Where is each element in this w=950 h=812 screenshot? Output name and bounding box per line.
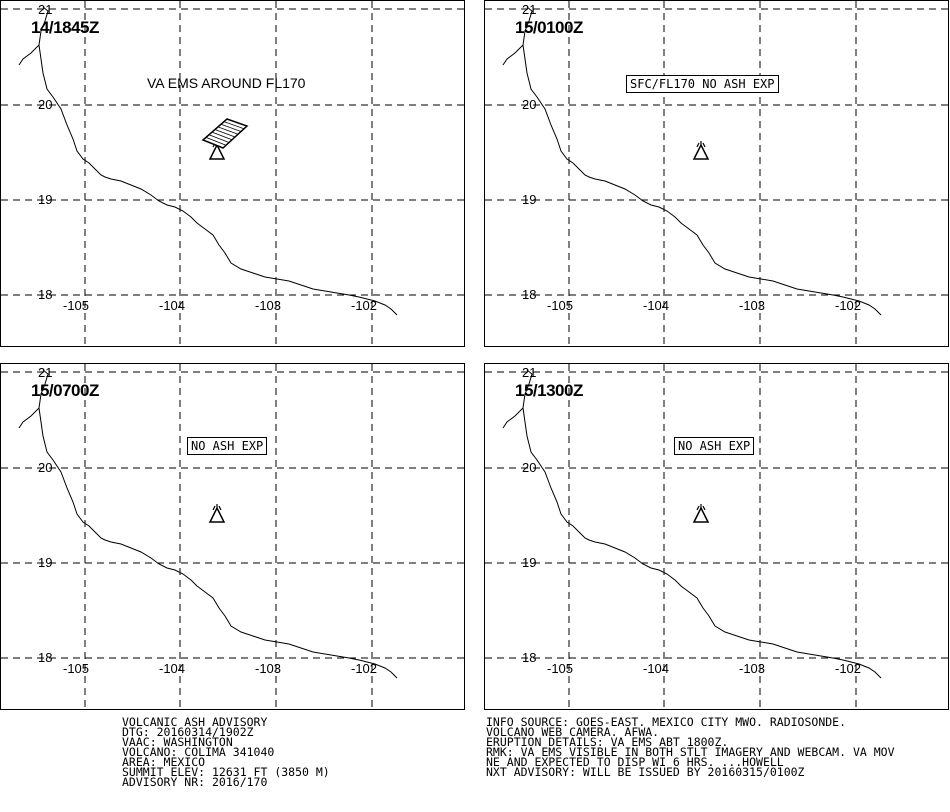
latitude-label: 21 xyxy=(522,2,537,17)
latitude-label: 21 xyxy=(522,365,537,380)
longitude-label: -102 xyxy=(351,298,378,313)
longitude-label: -105 xyxy=(63,298,90,313)
advisory-line: SUMMIT ELEV: 12631 FT (3850 M) xyxy=(122,765,330,779)
longitude-label: -105 xyxy=(547,298,574,313)
longitude-label: -103 xyxy=(739,298,766,313)
longitude-label: -103 xyxy=(255,298,282,313)
ash-cloud-polygon xyxy=(201,118,249,149)
advisory-line: VOLCANIC ASH ADVISORY xyxy=(122,715,268,729)
latitude-label: 19 xyxy=(38,555,53,570)
volcano-triangle-icon xyxy=(692,141,710,160)
advisory-line: VOLCANO: COLIMA 341040 xyxy=(122,745,275,759)
map-panel-3: 15/0700Z 21 20 19 18 -105 -104 -103 -102 NO ASH E… xyxy=(0,363,466,711)
longitude-label: -103 xyxy=(255,661,282,676)
latitude-label: 19 xyxy=(38,192,53,207)
latitude-label: 18 xyxy=(522,650,537,665)
longitude-label: -102 xyxy=(351,661,378,676)
longitude-label: -103 xyxy=(739,661,766,676)
volcano-triangle-icon xyxy=(208,504,226,523)
valid-time-label: 15/0100Z xyxy=(515,18,583,37)
latitude-label: 21 xyxy=(38,365,53,380)
latitude-label: 20 xyxy=(38,460,53,475)
advisory-line: AREA: MEXICO xyxy=(122,755,206,769)
latitude-label: 18 xyxy=(38,287,53,302)
latitude-label: 19 xyxy=(522,555,537,570)
advisory-left-block: VOLCANIC ASH ADVISORY DTG: 20160314/1902Z… xyxy=(122,715,330,789)
longitude-label: -104 xyxy=(643,298,670,313)
longitude-label: -105 xyxy=(547,661,574,676)
longitude-label: -104 xyxy=(643,661,670,676)
map-panel-4: 15/1300Z 21 20 19 18 -105 -104 -103 -102 NO ASH E… xyxy=(484,363,950,711)
advisory-line: DTG: 20160314/1902Z xyxy=(122,725,254,739)
longitude-label: -105 xyxy=(63,661,90,676)
latitude-label: 20 xyxy=(522,460,537,475)
latitude-label: 20 xyxy=(522,97,537,112)
volcano-triangle-icon xyxy=(692,504,710,523)
latitude-label: 19 xyxy=(522,192,537,207)
longitude-label: -104 xyxy=(159,298,186,313)
forecast-note: NO ASH EXP xyxy=(187,437,268,455)
valid-time-label: 14/1845Z xyxy=(31,18,99,37)
advisory-line: RMK: VA EMS VISIBLE IN BOTH STLT IMAGERY… xyxy=(486,745,895,759)
advisory-line: ERUPTION DETAILS: VA EMS ABT 1800Z. xyxy=(486,735,729,749)
longitude-label: -102 xyxy=(835,661,862,676)
map-panel-1: 14/1845Z 21 20 19 18 -105 -104 -103 -102 VA EMS A… xyxy=(0,0,466,348)
valid-time-label: 15/0700Z xyxy=(31,381,99,400)
forecast-note: SFC/FL170 NO ASH EXP xyxy=(626,75,779,93)
advisory-line: ADVISORY NR: 2016/170 xyxy=(122,775,268,789)
longitude-label: -102 xyxy=(835,298,862,313)
advisory-line: INFO SOURCE: GOES-EAST. MEXICO CITY MWO.… xyxy=(486,715,847,729)
advisory-right-block: INFO SOURCE: GOES-EAST. MEXICO CITY MWO.… xyxy=(486,715,895,779)
map-panel-2: 15/0100Z 21 20 19 18 -105 -104 -103 -102 SFC/FL17… xyxy=(484,0,950,348)
advisory-line: VOLCANO WEB CAMERA. AFWA. xyxy=(486,725,660,739)
advisory-line: NXT ADVISORY: WILL BE ISSUED BY 20160315… xyxy=(486,765,805,779)
latitude-label: 21 xyxy=(38,2,53,17)
latitude-label: 20 xyxy=(38,97,53,112)
latitude-label: 18 xyxy=(38,650,53,665)
advisory-line: VAAC: WASHINGTON xyxy=(122,735,233,749)
forecast-note: NO ASH EXP xyxy=(674,437,755,455)
forecast-note: VA EMS AROUND FL170 xyxy=(147,75,306,91)
advisory-line: NE AND EXPECTED TO DISP WI 6 HRS. ...HOW… xyxy=(486,755,784,769)
valid-time-label: 15/1300Z xyxy=(515,381,583,400)
latitude-label: 18 xyxy=(522,287,537,302)
longitude-label: -104 xyxy=(159,661,186,676)
